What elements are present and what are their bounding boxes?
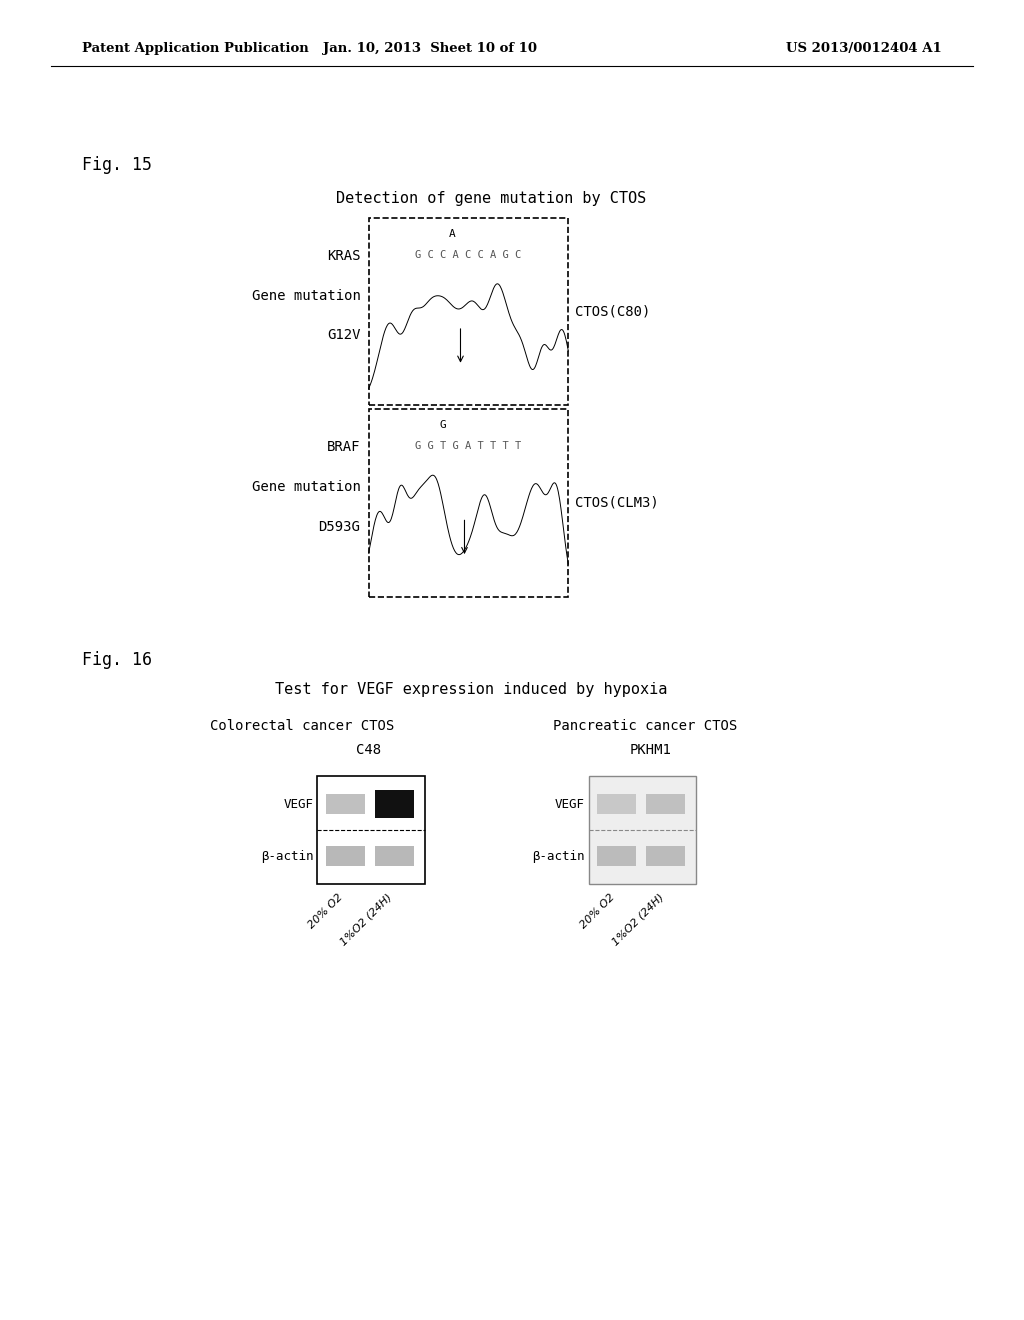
- Text: G12V: G12V: [327, 329, 360, 342]
- Text: Jan. 10, 2013  Sheet 10 of 10: Jan. 10, 2013 Sheet 10 of 10: [324, 42, 537, 55]
- Bar: [375, 791, 414, 818]
- Text: 20% O2: 20% O2: [307, 892, 345, 931]
- Text: 20% O2: 20% O2: [579, 892, 616, 931]
- Text: CTOS(CLM3): CTOS(CLM3): [575, 496, 659, 510]
- Text: VEGF: VEGF: [284, 797, 313, 810]
- Text: Test for VEGF expression induced by hypoxia: Test for VEGF expression induced by hypo…: [274, 681, 668, 697]
- Text: β-actin: β-actin: [261, 850, 313, 863]
- Text: 1%O2 (24H): 1%O2 (24H): [610, 892, 666, 948]
- Text: A: A: [450, 228, 456, 239]
- Text: BRAF: BRAF: [327, 441, 360, 454]
- Text: PKHM1: PKHM1: [630, 743, 671, 756]
- Bar: [375, 846, 414, 866]
- Text: G G T G A T T T T: G G T G A T T T T: [416, 441, 521, 451]
- Text: Colorectal cancer CTOS: Colorectal cancer CTOS: [210, 719, 394, 733]
- FancyBboxPatch shape: [369, 409, 568, 597]
- Text: 1%O2 (24H): 1%O2 (24H): [339, 892, 394, 948]
- Text: CTOS(C80): CTOS(C80): [575, 305, 651, 318]
- Text: KRAS: KRAS: [327, 249, 360, 263]
- Text: Fig. 16: Fig. 16: [82, 651, 152, 669]
- Text: D593G: D593G: [318, 520, 360, 533]
- Text: Gene mutation: Gene mutation: [252, 480, 360, 494]
- Text: US 2013/0012404 A1: US 2013/0012404 A1: [786, 42, 942, 55]
- Text: Fig. 15: Fig. 15: [82, 156, 152, 174]
- Text: β-actin: β-actin: [532, 850, 585, 863]
- Text: Detection of gene mutation by CTOS: Detection of gene mutation by CTOS: [337, 190, 646, 206]
- Text: G C C A C C A G C: G C C A C C A G C: [416, 249, 521, 260]
- Bar: [646, 795, 685, 814]
- Text: Gene mutation: Gene mutation: [252, 289, 360, 302]
- Bar: [326, 795, 365, 814]
- Bar: [646, 846, 685, 866]
- FancyBboxPatch shape: [589, 776, 696, 884]
- FancyBboxPatch shape: [317, 776, 425, 884]
- Bar: [326, 846, 365, 866]
- Text: C48: C48: [356, 743, 381, 756]
- Text: VEGF: VEGF: [555, 797, 585, 810]
- Text: Pancreatic cancer CTOS: Pancreatic cancer CTOS: [553, 719, 737, 733]
- Bar: [597, 846, 636, 866]
- FancyBboxPatch shape: [369, 218, 568, 405]
- Text: G: G: [439, 420, 445, 430]
- Text: Patent Application Publication: Patent Application Publication: [82, 42, 308, 55]
- Bar: [597, 795, 636, 814]
